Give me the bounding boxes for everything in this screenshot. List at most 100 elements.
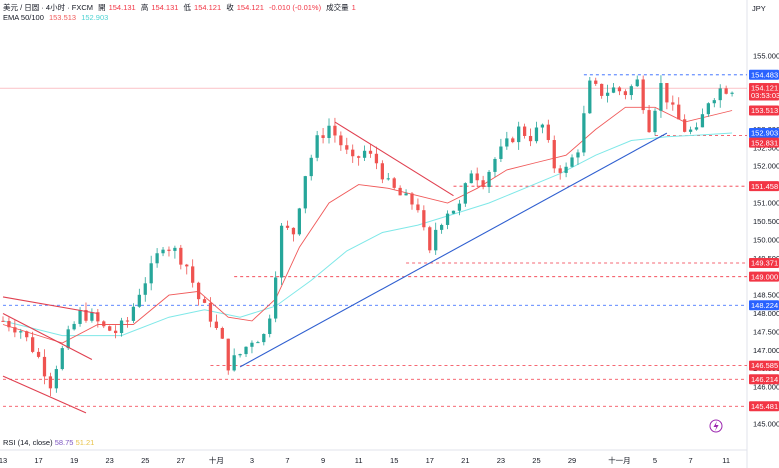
candle-up [487,171,491,188]
low-label: 低 [183,3,192,12]
candle-down [185,264,189,267]
time-tick-label: 11 [722,456,730,465]
candle-up [582,113,586,153]
price-tag-bg [749,258,779,269]
candle-up [54,369,58,389]
candle-down [368,150,373,154]
candle-down [196,282,201,300]
open-value: 154.131 [108,3,136,12]
price-tag-bg [749,374,779,385]
trendline [2,313,93,361]
candlesticks [1,75,734,397]
candle-down [179,247,183,265]
rsi-value: 58.75 [54,438,74,447]
price-tag-label: 145.481 [751,402,778,411]
price-tag-bg [749,127,779,138]
candle-up [149,263,153,284]
candle-up [439,224,444,230]
price-tick-label: 150.500 [753,217,779,226]
candle-down [528,135,533,142]
candle-down [677,104,681,120]
candle-up [576,152,580,158]
price-tag-bg [749,360,779,371]
trendline [2,296,98,315]
candle-down [351,149,355,157]
candle-down [647,110,651,133]
price-tick-label: 145.000 [753,419,779,428]
candle-up [309,157,313,177]
time-tick-label: 23 [497,456,505,465]
candle-up [279,225,284,278]
price-tag-bg [749,90,779,101]
candle-up [629,86,633,96]
rsi-ma-value: 51.21 [75,438,95,447]
candle-up [297,208,302,235]
trendline [2,375,87,414]
candle-down [113,330,118,334]
price-tag-label: 153.513 [751,106,778,115]
candle-down [125,320,130,322]
time-tick-label: 十月 [209,455,224,465]
price-tag-label: 149.000 [751,272,778,281]
low-value: 154.121 [194,3,222,12]
trendlines [2,121,668,414]
candle-up [457,203,462,211]
candle-down [208,302,213,322]
time-tick-label: 11 [355,456,363,465]
candle-up [730,92,734,94]
price-tick-label: 146.000 [753,383,779,392]
candle-up [564,166,568,173]
alert-icon[interactable] [709,419,723,433]
price-tag-bg [749,271,779,282]
candle-down [345,145,349,150]
candle-down [398,187,402,196]
candle-down [339,135,343,146]
time-axis[interactable]: 13 17 19 23 25 27 十月 3 7 9 11 15 17 21 23 25 29 十一月 5 7 11 [0,455,730,465]
candle-down [1,320,5,322]
candle-up [688,129,693,132]
candle-down [167,249,171,251]
candle-down [428,227,432,251]
candle-down [511,138,515,143]
volume-value: 1 [351,3,356,12]
time-tick-label: 7 [688,456,692,465]
candle-down [416,204,420,211]
time-tick-label: 25 [141,456,149,465]
price-tag-bg [749,401,779,412]
candle-down [333,125,337,136]
candle-up [137,294,141,307]
candle-down [202,299,207,303]
candle-up [434,229,438,251]
candle-down [374,153,379,164]
candle-up [706,103,710,115]
price-tag-bg [749,300,779,311]
candle-up [611,87,616,93]
price-tags: 154.483USDJPY154.12103:53:03153.513152.9… [749,69,779,412]
price-tick-label: 155.000 [753,51,779,60]
candle-down [475,173,479,181]
ema-label[interactable]: EMA 50/100 [3,13,44,22]
high-value: 154.131 [151,3,179,12]
price-tick-label: 151.000 [753,199,779,208]
candle-up [262,333,266,343]
price-tag-label: 146.214 [751,375,778,384]
candle-down [291,227,296,235]
close-value: 154.121 [236,3,264,12]
trendline [334,121,454,197]
price-tag-label: 151.458 [751,182,778,191]
candle-down [481,180,485,188]
candle-up [718,88,722,101]
currency-label: JPY [752,4,766,13]
symbol-line[interactable]: 美元 / 日圆 · 4小时 · FXCM [3,3,93,12]
ema50-line [2,106,733,344]
rsi-label[interactable]: RSI (14, close) [3,438,53,447]
candle-down [285,225,290,228]
price-tag-label: 148.224 [751,301,778,310]
ema-legend: EMA 50/100 153.513 152.903 [3,13,111,22]
candle-up [119,320,124,334]
price-tag-label: 154.483 [751,70,778,79]
time-tick-label: 13 [0,456,7,465]
candle-down [671,102,675,105]
time-tick-label: 19 [70,456,78,465]
